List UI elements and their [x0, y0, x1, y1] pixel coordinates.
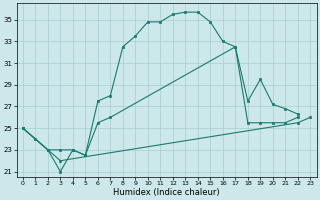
X-axis label: Humidex (Indice chaleur): Humidex (Indice chaleur): [113, 188, 220, 197]
